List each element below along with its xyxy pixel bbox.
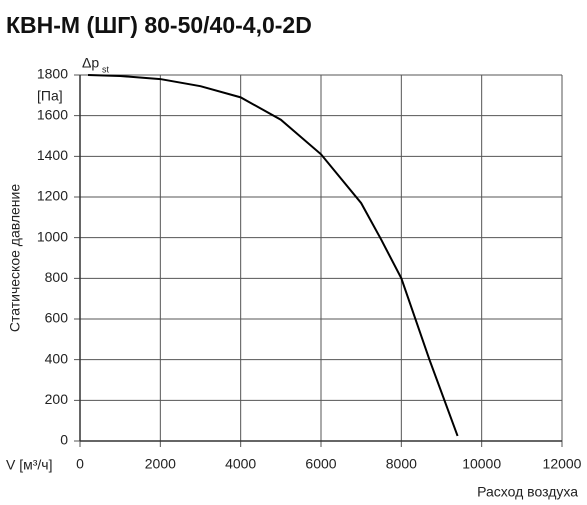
x-tick-label: 4000	[225, 456, 256, 472]
x-tick-label: 2000	[145, 456, 176, 472]
y-symbol: Δp	[82, 55, 99, 71]
y-tick-label: 400	[45, 350, 69, 366]
y-tick-label: 0	[60, 432, 68, 448]
y-axis-label: Статическое давление	[7, 184, 23, 332]
x-unit: V [м³/ч]	[6, 457, 52, 473]
y-tick-label: 600	[45, 310, 69, 326]
x-tick-label: 0	[76, 456, 84, 472]
y-tick-label: 1200	[37, 188, 68, 204]
x-tick-label: 8000	[386, 456, 417, 472]
chart-title: КВН-М (ШГ) 80-50/40-4,0-2D	[6, 12, 312, 38]
curve	[88, 74, 459, 437]
x-tick-label: 12000	[543, 456, 582, 472]
x-tick-label: 6000	[305, 456, 336, 472]
y-tick-label: 1000	[37, 228, 68, 244]
y-unit: [Па]	[37, 88, 63, 104]
y-symbol-sub: st	[102, 64, 110, 74]
y-tick-label: 1400	[37, 147, 68, 163]
x-tick-label: 10000	[462, 456, 501, 472]
y-tick-label: 200	[45, 391, 69, 407]
y-tick-label: 1800	[37, 66, 68, 82]
y-tick-label: 800	[45, 269, 69, 285]
x-axis-label: Расход воздуха	[477, 484, 578, 500]
y-tick-label: 1600	[37, 106, 68, 122]
